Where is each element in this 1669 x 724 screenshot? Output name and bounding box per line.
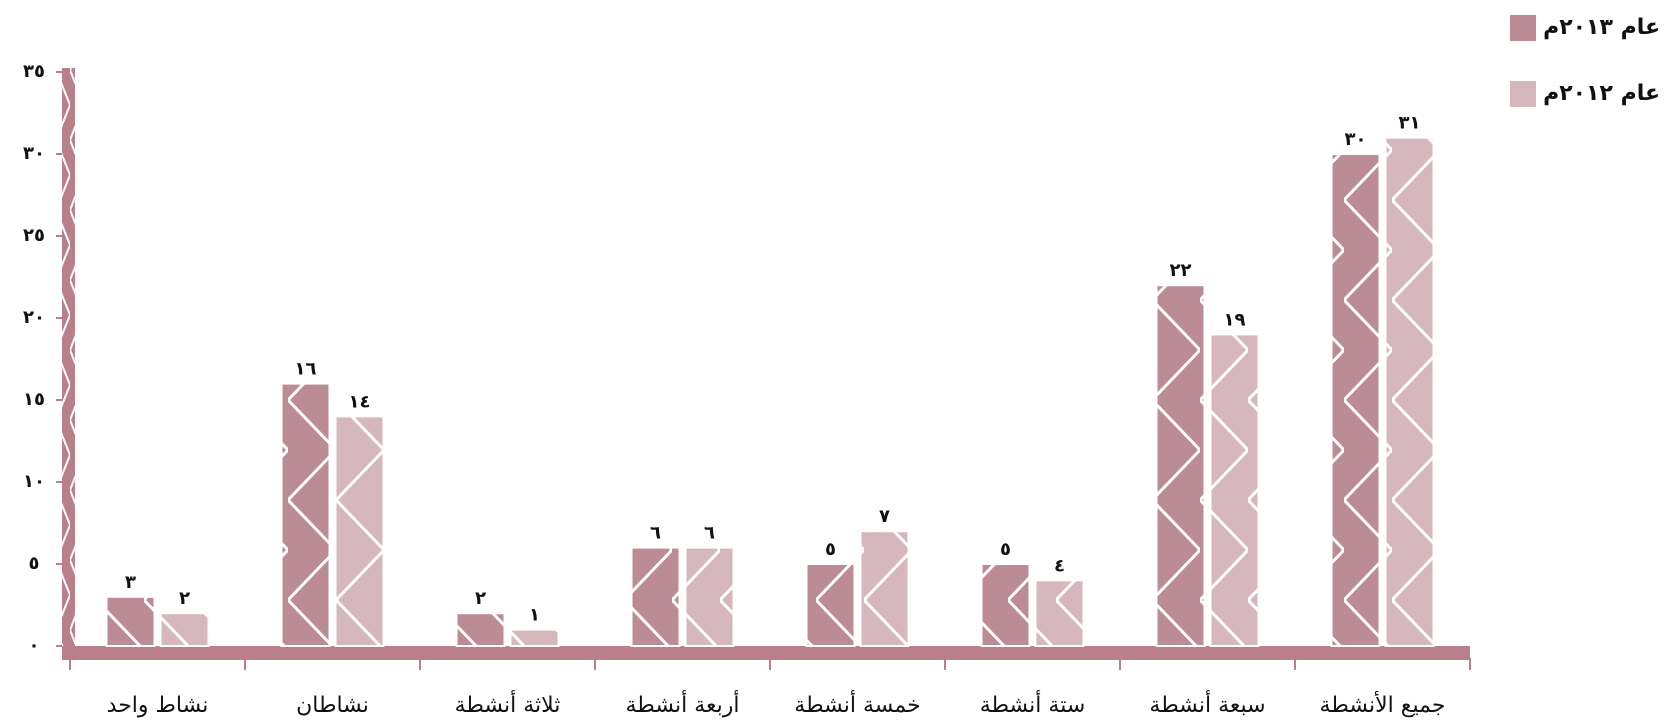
x-tick-label: نشاطان [296, 693, 369, 718]
bar-hatch [1384, 136, 1435, 647]
data-label: ٢ [475, 588, 486, 609]
y-tick-label: ٣٠ [23, 143, 45, 164]
legend-swatch [1510, 81, 1536, 107]
y-tick-label: ٢٠ [23, 307, 45, 328]
legend-swatch [1510, 15, 1536, 41]
x-axis [62, 646, 1470, 660]
y-tick-label: ٠ [29, 635, 40, 656]
bar-hatch [980, 563, 1031, 647]
data-label: ٧ [879, 506, 890, 527]
data-label: ٥ [825, 539, 836, 560]
bar-hatch [684, 546, 735, 647]
bar-hatch [1330, 153, 1381, 647]
y-tick-label: ٢٥ [23, 225, 45, 246]
data-label: ١٩ [1224, 309, 1246, 330]
bar-hatch [509, 628, 560, 647]
bar-hatch [334, 415, 385, 647]
bar-hatch [1209, 333, 1260, 647]
data-label: ٥ [1000, 539, 1011, 560]
data-label: ١٤ [349, 391, 371, 412]
x-tick-label: سبعة أنشطة [1149, 690, 1265, 718]
data-label: ٣١ [1399, 113, 1421, 134]
x-tick-label: نشاط واحد [107, 693, 209, 718]
x-tick-label: خمسة أنشطة [794, 690, 920, 718]
y-tick-label: ١٥ [23, 389, 45, 410]
bar-hatch [455, 612, 506, 648]
y-tick-label: ٣٥ [23, 61, 45, 82]
data-label: ١٦ [295, 359, 317, 380]
y-tick-label: ١٠ [23, 471, 45, 492]
data-label: ٢ [179, 588, 190, 609]
data-label: ٣ [125, 572, 136, 593]
x-tick-label: أربعة أنشطة [626, 690, 740, 718]
bar-hatch [630, 546, 681, 647]
data-label: ٦ [704, 523, 715, 544]
legend-label: عام ٢٠١٣م [1543, 15, 1660, 40]
data-label: ٣٠ [1345, 129, 1367, 150]
data-label: ٤ [1054, 555, 1065, 576]
bar-hatch [159, 612, 210, 648]
bar-hatch [105, 595, 156, 647]
y-axis-hatch [62, 68, 75, 656]
data-label: ١ [529, 605, 540, 626]
bar-hatch [280, 382, 331, 647]
legend-label: عام ٢٠١٢م [1543, 81, 1660, 106]
data-label: ٦ [650, 523, 661, 544]
x-tick-label: ستة أنشطة [980, 690, 1086, 718]
x-tick-label: ثلاثة أنشطة [455, 690, 561, 718]
bar-hatch [805, 563, 856, 647]
data-label: ٢٢ [1170, 260, 1192, 281]
bar-hatch [1155, 284, 1206, 647]
x-tick-label: جميع الأنشطة [1320, 691, 1446, 718]
bar-hatch [1034, 579, 1085, 648]
y-tick-label: ٥ [29, 553, 40, 574]
bar-hatch [859, 530, 910, 648]
